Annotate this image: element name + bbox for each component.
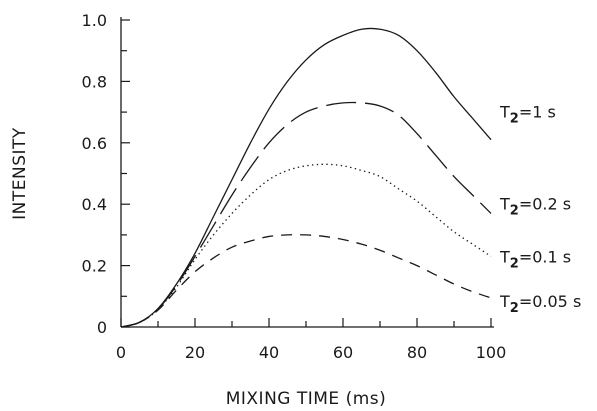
x-tick-label: 20	[185, 343, 205, 362]
series-label-4: T2=0.05 s	[499, 292, 581, 316]
series-line-3	[120, 163, 492, 328]
axis-ticks: 0 0.2 0.4 0.6 0.8 1.0 0 20 40 60 80 100	[82, 11, 507, 362]
chart-axes	[120, 17, 494, 328]
x-tick-label: 80	[407, 343, 427, 362]
y-axis-title: INTENSITY	[10, 127, 30, 220]
series-line-2	[120, 101, 492, 328]
y-tick-label: 0.4	[82, 195, 107, 214]
series-label-2: T2=0.2 s	[499, 194, 571, 218]
x-tick-label: 40	[259, 343, 279, 362]
y-tick-label: 1.0	[82, 11, 107, 30]
series-line-1	[120, 27, 492, 328]
x-tick-label: 100	[476, 343, 507, 362]
x-tick-label: 60	[333, 343, 353, 362]
x-axis-title: MIXING TIME (ms)	[226, 389, 387, 409]
y-tick-label: 0.2	[82, 257, 107, 276]
series-lines	[120, 27, 492, 328]
series-labels: T2=1 s T2=0.2 s T2=0.1 s T2=0.05 s	[499, 103, 581, 316]
series-label-1: T2=1 s	[499, 103, 556, 127]
series-label-3: T2=0.1 s	[499, 247, 571, 271]
y-tick-label: 0.8	[82, 72, 107, 91]
y-tick-label: 0	[97, 318, 107, 337]
y-tick-label: 0.6	[82, 134, 107, 153]
series-line-4	[120, 234, 492, 328]
x-tick-label: 0	[116, 343, 126, 362]
